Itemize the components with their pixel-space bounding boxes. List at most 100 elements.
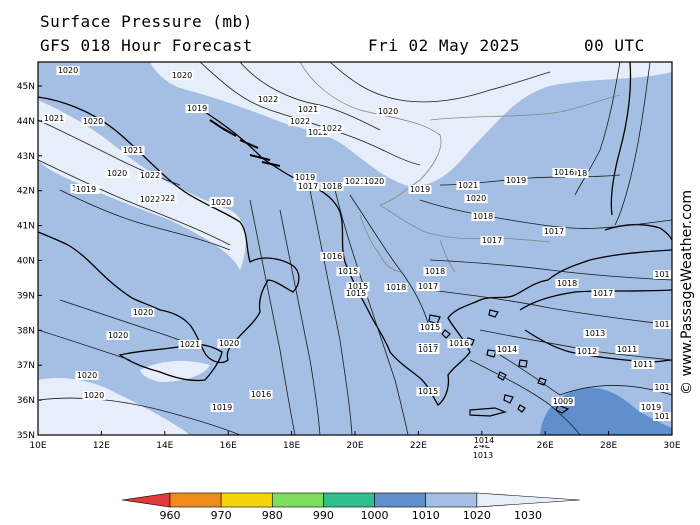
isobar-label: 1018: [473, 212, 493, 221]
isobar-label-bg: [42, 114, 66, 123]
lat-label: 44N: [17, 117, 35, 127]
isobar-label-bg: [106, 331, 130, 340]
isobar-label: 1017: [418, 282, 438, 291]
isobar-label-bg: [288, 117, 312, 126]
isobar-label: 1020: [466, 194, 486, 203]
lon-label: 20E: [346, 441, 363, 451]
land-croatian-islands: [209, 119, 281, 167]
isobar: [349, 194, 431, 331]
isobar-label-bg: [552, 168, 576, 177]
isobar: [574, 62, 621, 196]
isobar-label: 1020: [219, 339, 239, 348]
isobar-label-bg: [344, 289, 368, 298]
lon-label: 12E: [93, 441, 110, 451]
isobar: [309, 189, 353, 435]
isobar-label-bg: [639, 403, 663, 412]
colorbar-segment: [169, 492, 222, 508]
colorbar-label: 1000: [361, 509, 389, 522]
colorbar-right-arrow: [476, 492, 581, 508]
isobar-label-bg: [653, 320, 671, 329]
isobar-label-bg: [185, 104, 209, 113]
isobar-label-bg: [75, 371, 99, 380]
isobar-label: 1018: [386, 283, 406, 292]
isobar-label: 1018: [557, 279, 577, 288]
isobar-label: 1019: [76, 185, 96, 194]
isobar-label: 1021: [44, 114, 64, 123]
colorbar-segment: [323, 492, 375, 508]
isobar-label-bg: [416, 387, 440, 396]
isobar: [419, 199, 672, 229]
isobar: [239, 62, 381, 131]
isobar-label: 1017: [418, 345, 438, 354]
isobar-label: 1018: [425, 267, 445, 276]
high-pressure-adriatic: [38, 100, 246, 270]
isobar-label-bg: [178, 340, 202, 349]
forecast-label: GFS 018 Hour Forecast: [40, 36, 253, 55]
colorbar-left-arrow: [121, 492, 171, 508]
map-title: Surface Pressure (mb): [40, 12, 253, 31]
lon-label: 22E: [410, 441, 427, 451]
isobar-label: 1020: [133, 308, 153, 317]
isobar-label: 1019: [212, 403, 232, 412]
isobar-label: 1022: [308, 128, 328, 137]
isobar-label: 1021: [345, 177, 365, 186]
isobar: [334, 189, 409, 435]
isobar-labels: 1020 1020 1019 1022 1021 1022 1022 1022 1021 1020…: [42, 66, 671, 460]
high-pressure-north: [150, 62, 672, 186]
forecast-time: 00 UTC: [584, 36, 645, 55]
isobar-label: 1020: [378, 107, 398, 116]
isobar-label-bg: [456, 181, 480, 190]
isobar-label: 1016: [251, 390, 271, 399]
colorbar-label: 960: [160, 509, 181, 522]
colorbar-label: 1030: [514, 509, 542, 522]
pressure-colorbar: 960 970 980 990 1000 1010 1020 1030: [121, 492, 581, 522]
isobar-label: 1015: [420, 323, 440, 332]
isobar-label-bg: [418, 323, 442, 332]
isobar-label: 1021: [298, 105, 318, 114]
isobar-label-bg: [153, 194, 177, 203]
isobar-label-bg: [464, 194, 488, 203]
isobar-label-bg: [376, 107, 400, 116]
isobar-label: 1021: [180, 340, 200, 349]
isobar-label: 1009: [553, 397, 573, 406]
isobar-label-bg: [447, 339, 471, 348]
latitude-axis: 45N 44N 43N 42N 41N 40N 39N 38N 37N 36N 35N: [17, 82, 42, 441]
isobar-label: 1019: [506, 176, 526, 185]
isobar-label-bg: [249, 390, 273, 399]
isobar-label: 1022: [140, 195, 160, 204]
watermark-text: © www.PassageWeather.com: [679, 190, 695, 395]
colorbar-segment: [374, 492, 427, 508]
isobar-label-bg: [138, 171, 162, 180]
lon-label: 24E: [473, 441, 490, 451]
isobar: [614, 62, 651, 226]
high-pressure-west: [38, 378, 190, 435]
isobar-label-bg: [293, 173, 317, 182]
isobar-label: 1016: [449, 339, 469, 348]
colorbar-segment: [271, 492, 324, 508]
isobar-label-bg: [256, 95, 280, 104]
isobar-label: 1018: [322, 182, 342, 191]
isobar-label-bg: [384, 283, 408, 292]
isobar-label: 1017: [593, 289, 613, 298]
isobar-label: 101: [654, 412, 669, 421]
isobar-label: 1022: [258, 95, 278, 104]
isobar-label-bg: [551, 397, 575, 406]
isobar-label: 1013: [473, 451, 493, 460]
isobar-label-bg: [480, 236, 504, 245]
isobar-label-bg: [423, 267, 447, 276]
lat-label: 40N: [17, 257, 35, 267]
isobar: [429, 289, 672, 326]
isobar-label: 1019: [295, 173, 315, 182]
isobar-label: 1017: [482, 236, 502, 245]
colorbar-label: 980: [262, 509, 283, 522]
isobar-label: 1022: [290, 117, 310, 126]
isobar: [38, 159, 231, 246]
isobar-label: 1020: [84, 391, 104, 400]
isobar: [469, 359, 581, 435]
isobar-label-bg: [504, 176, 528, 185]
isobar-label-bg: [653, 270, 671, 279]
isobar-label-bg: [416, 282, 440, 291]
isobar-label: 101: [654, 383, 669, 392]
isobar-label-bg: [575, 347, 599, 356]
isobar-label: 1020: [108, 331, 128, 340]
